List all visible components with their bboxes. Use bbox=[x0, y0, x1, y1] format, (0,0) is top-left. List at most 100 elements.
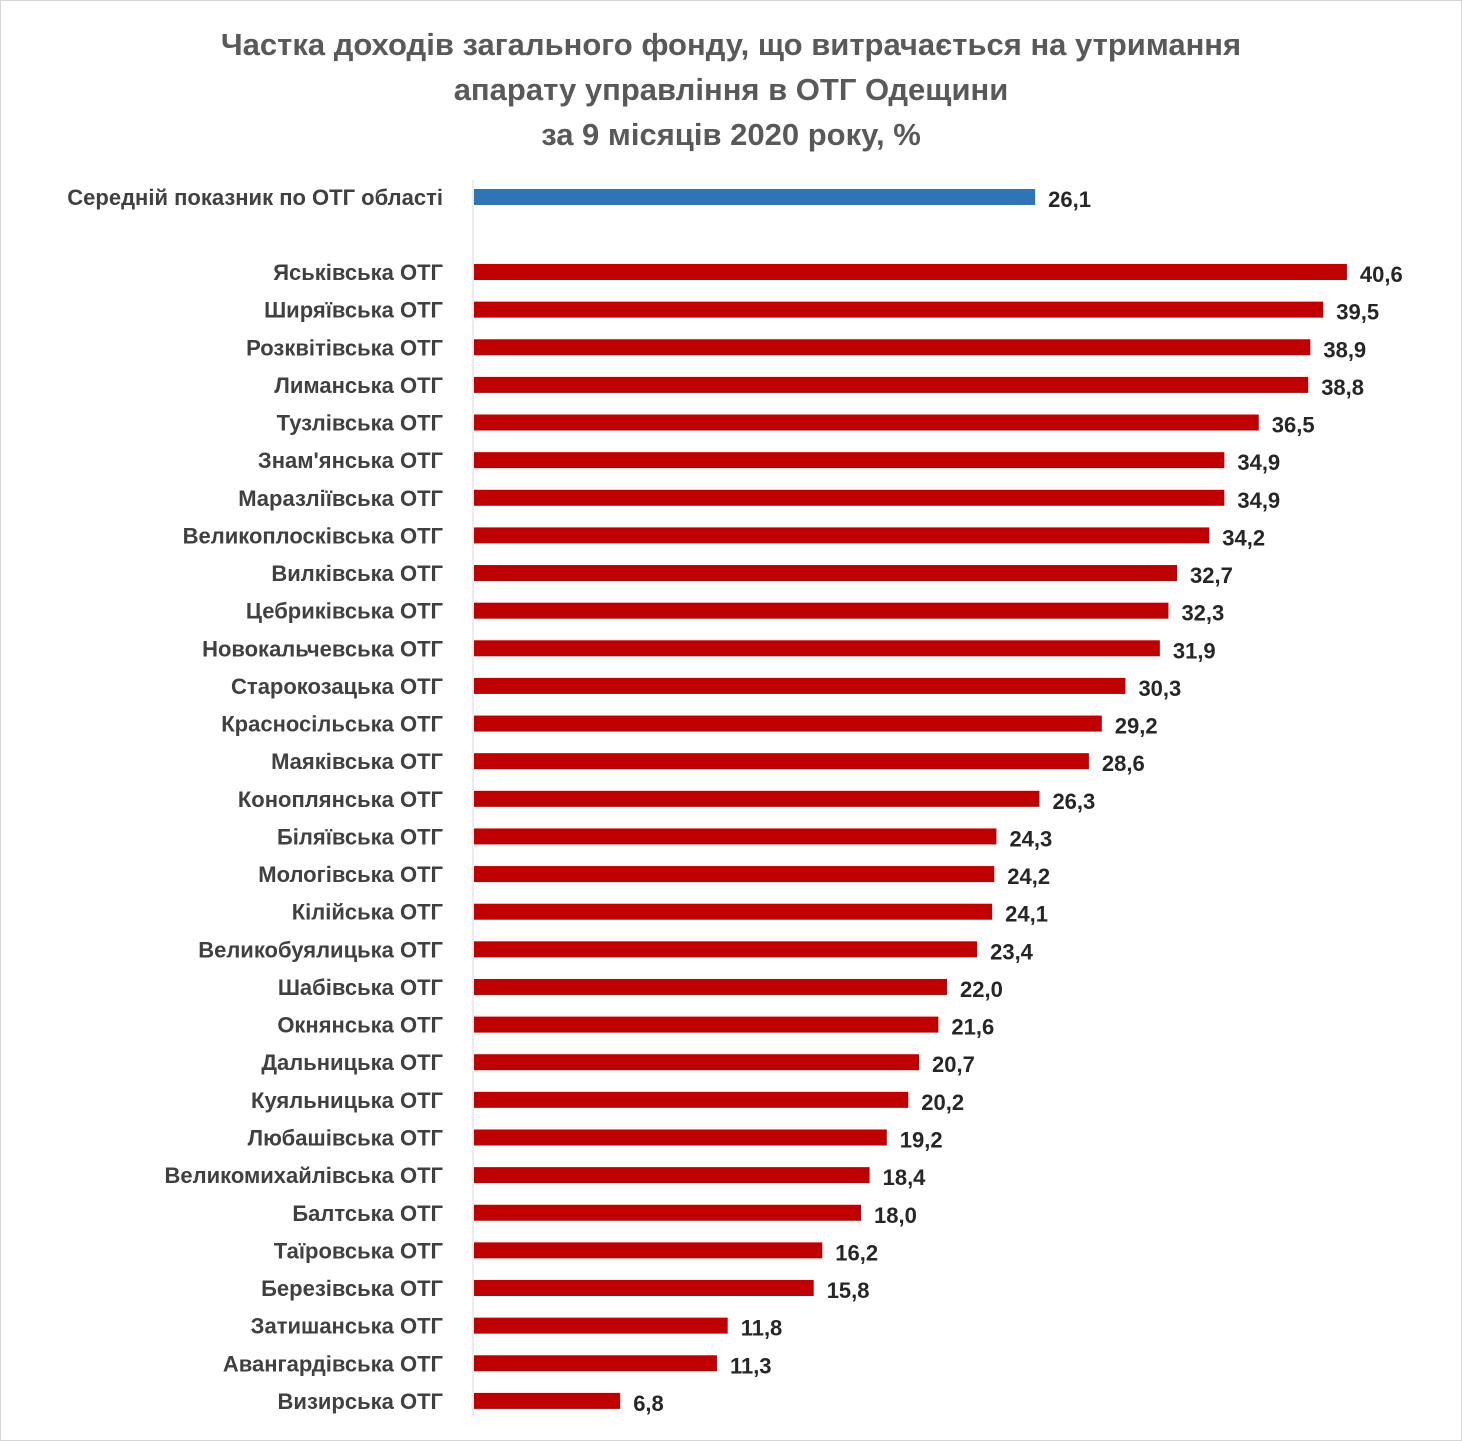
category-label-9: Вилківська ОТГ bbox=[271, 561, 443, 586]
data-label-12: 30,3 bbox=[1138, 676, 1181, 701]
category-label-30: Авангардівська ОТГ bbox=[223, 1351, 444, 1376]
chart-title-line-1: Частка доходів загального фонду, що витр… bbox=[220, 27, 1242, 62]
bar-average bbox=[474, 189, 1036, 205]
bar-20 bbox=[474, 978, 947, 995]
data-label-23: 20,2 bbox=[921, 1090, 964, 1115]
data-label-10: 32,3 bbox=[1181, 601, 1224, 626]
data-label-4: 38,8 bbox=[1321, 375, 1364, 400]
category-label-average: Середній показник по ОТГ області bbox=[67, 185, 443, 210]
bar-1 bbox=[474, 264, 1347, 280]
category-label-24: Любашівська ОТГ bbox=[248, 1125, 444, 1150]
data-label-25: 18,4 bbox=[883, 1165, 927, 1190]
bar-14 bbox=[474, 753, 1089, 770]
bar-23 bbox=[474, 1091, 909, 1108]
data-label-13: 29,2 bbox=[1115, 714, 1158, 739]
data-label-29: 11,8 bbox=[741, 1316, 783, 1341]
data-label-24: 19,2 bbox=[900, 1127, 943, 1152]
data-label-28: 15,8 bbox=[827, 1278, 870, 1303]
data-label-21: 21,6 bbox=[951, 1015, 994, 1040]
data-label-11: 31,9 bbox=[1173, 638, 1216, 663]
data-label-17: 24,2 bbox=[1007, 864, 1050, 889]
bar-8 bbox=[474, 527, 1210, 544]
category-label-26: Балтська ОТГ bbox=[292, 1201, 443, 1226]
data-label-31: 6,8 bbox=[633, 1391, 664, 1416]
bar-25 bbox=[474, 1167, 870, 1184]
data-label-20: 22,0 bbox=[960, 977, 1003, 1002]
category-label-7: Маразліївська ОТГ bbox=[238, 486, 443, 511]
category-label-18: Кілійська ОТГ bbox=[292, 900, 444, 925]
bar-19 bbox=[474, 941, 978, 958]
category-label-2: Ширяївська ОТГ bbox=[264, 298, 443, 323]
data-label-1: 40,6 bbox=[1360, 262, 1403, 287]
bar-26 bbox=[474, 1204, 861, 1221]
bar-9 bbox=[474, 565, 1178, 582]
bar-3 bbox=[474, 339, 1311, 356]
bar-5 bbox=[474, 414, 1259, 431]
category-label-22: Дальницька ОТГ bbox=[261, 1050, 443, 1075]
data-label-15: 26,3 bbox=[1052, 789, 1095, 814]
bar-22 bbox=[474, 1054, 920, 1071]
bar-21 bbox=[474, 1016, 939, 1033]
bar-2 bbox=[474, 301, 1324, 318]
chart-title: Частка доходів загального фонду, що витр… bbox=[0, 22, 1462, 157]
data-label-19: 23,4 bbox=[990, 939, 1034, 964]
category-label-23: Куяльницька ОТГ bbox=[251, 1088, 443, 1113]
bar-28 bbox=[474, 1280, 814, 1297]
category-label-11: Новокальчевська ОТГ bbox=[202, 636, 443, 661]
data-label-average: 26,1 bbox=[1048, 187, 1091, 212]
bar-18 bbox=[474, 903, 993, 920]
data-label-7: 34,9 bbox=[1237, 488, 1280, 513]
category-label-17: Мологівська ОТГ bbox=[258, 862, 443, 887]
category-label-12: Старокозацька ОТГ bbox=[231, 674, 443, 699]
bar-29 bbox=[474, 1317, 728, 1334]
bar-24 bbox=[474, 1129, 887, 1146]
data-label-16: 24,3 bbox=[1009, 826, 1052, 851]
data-label-27: 16,2 bbox=[835, 1240, 878, 1265]
category-label-28: Березівська ОТГ bbox=[261, 1276, 443, 1301]
category-label-16: Біляївська ОТГ bbox=[277, 824, 444, 849]
data-label-6: 34,9 bbox=[1237, 450, 1280, 475]
category-label-20: Шабівська ОТГ bbox=[278, 975, 444, 1000]
bar-27 bbox=[474, 1242, 823, 1259]
data-label-3: 38,9 bbox=[1323, 337, 1366, 362]
bar-16 bbox=[474, 828, 997, 845]
category-label-19: Великобуялицька ОТГ bbox=[198, 937, 443, 962]
bar-15 bbox=[474, 790, 1040, 807]
bar-4 bbox=[474, 376, 1309, 393]
category-label-21: Окнянська ОТГ bbox=[277, 1013, 443, 1038]
bar-11 bbox=[474, 640, 1160, 657]
data-label-22: 20,7 bbox=[932, 1052, 975, 1077]
category-label-6: Знам'янська ОТГ bbox=[258, 448, 444, 473]
category-label-27: Таїровська ОТГ bbox=[274, 1238, 444, 1263]
category-label-31: Визирська ОТГ bbox=[278, 1389, 444, 1414]
data-label-8: 34,2 bbox=[1222, 525, 1265, 550]
category-label-3: Розквітівська ОТГ bbox=[246, 335, 443, 360]
data-label-30: 11,3 bbox=[730, 1353, 772, 1378]
data-label-2: 39,5 bbox=[1336, 300, 1379, 325]
bar-12 bbox=[474, 677, 1126, 694]
chart-title-line-2: апарату управління в ОТГ Одещини bbox=[453, 72, 1009, 107]
chart-title-line-3: за 9 місяців 2020 року, % bbox=[541, 117, 921, 152]
data-label-18: 24,1 bbox=[1005, 902, 1048, 927]
data-label-9: 32,7 bbox=[1190, 563, 1233, 588]
category-label-15: Коноплянська ОТГ bbox=[238, 787, 444, 812]
category-label-10: Цебриківська ОТГ bbox=[246, 599, 444, 624]
category-label-4: Лиманська ОТГ bbox=[274, 373, 443, 398]
data-label-14: 28,6 bbox=[1102, 751, 1145, 776]
bar-7 bbox=[474, 489, 1225, 506]
data-label-26: 18,0 bbox=[874, 1203, 917, 1228]
category-label-8: Великоплосківська ОТГ bbox=[183, 523, 444, 548]
bar-13 bbox=[474, 715, 1102, 732]
bar-10 bbox=[474, 602, 1169, 619]
bar-31 bbox=[474, 1392, 621, 1409]
category-label-29: Затишанська ОТГ bbox=[251, 1314, 444, 1339]
category-label-14: Маяківська ОТГ bbox=[271, 749, 443, 774]
bar-17 bbox=[474, 866, 995, 883]
category-label-25: Великомихайлівська ОТГ bbox=[165, 1163, 444, 1188]
data-label-5: 36,5 bbox=[1272, 413, 1315, 438]
category-label-5: Тузлівська ОТГ bbox=[277, 411, 444, 436]
bar-6 bbox=[474, 452, 1225, 469]
category-label-13: Красносільська ОТГ bbox=[221, 712, 443, 737]
bar-30 bbox=[474, 1355, 717, 1372]
